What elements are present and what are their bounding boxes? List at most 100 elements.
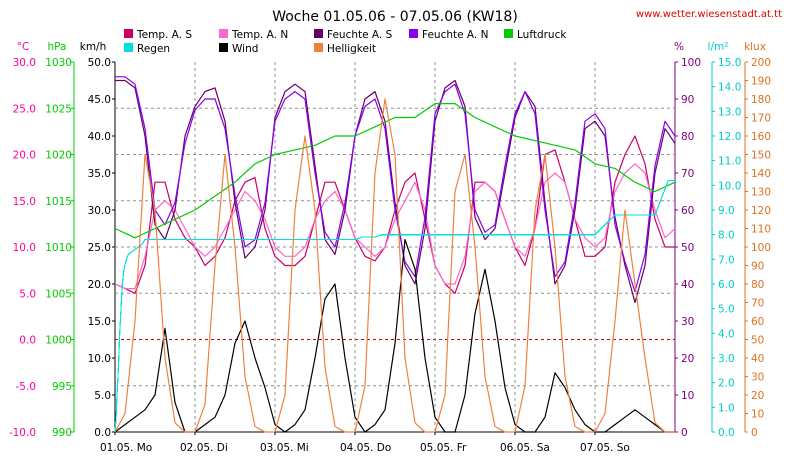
x-label: 01.05. Mo <box>100 442 152 454</box>
series-regen <box>114 179 675 433</box>
legend-label: Feuchte A. N <box>422 29 488 41</box>
tick-rain: 14.0 <box>718 82 741 94</box>
legend-swatch <box>219 29 228 38</box>
axes: °C 30.0 25.0 20.0 15.0 10.0 5.0 0.0 -5.0 -10.0 hPa… <box>9 41 771 439</box>
series-luftdruck <box>114 102 676 239</box>
tick-wind: 0.0 <box>94 427 111 439</box>
tick-lux: 50 <box>751 335 764 347</box>
tick-lux: 180 <box>751 94 771 106</box>
tick-lux: 140 <box>751 168 771 180</box>
series-feuchte-a-s <box>115 79 676 304</box>
tick-press: 1000 <box>45 335 72 347</box>
legend-swatch <box>219 43 228 52</box>
axis-unit-temp: °C <box>17 41 30 53</box>
tick-lux: 80 <box>751 279 764 291</box>
series-wind <box>114 239 675 433</box>
legend-swatch <box>409 29 418 38</box>
tick-lux: 90 <box>751 261 764 273</box>
tick-press: 1025 <box>45 103 72 115</box>
tick-press: 1015 <box>45 196 72 208</box>
tick-press: 1030 <box>45 57 72 69</box>
tick-lux: 120 <box>751 205 771 217</box>
tick-lux: 190 <box>751 76 771 88</box>
legend: Temp. A. S Temp. A. N Feuchte A. S Feuchte … <box>124 29 567 55</box>
tick-temp: 20.0 <box>13 150 36 162</box>
chart-title: Woche 01.05.06 - 07.05.06 (KW18) <box>272 9 518 25</box>
tick-wind: 50.0 <box>88 57 111 69</box>
axis-unit-press: hPa <box>48 41 67 53</box>
axis-unit-wind: km/h <box>80 41 107 53</box>
tick-wind: 5.0 <box>94 390 111 402</box>
x-label: 06.05. Sa <box>500 442 550 454</box>
tick-lux: 110 <box>751 224 771 236</box>
tick-temp: 15.0 <box>13 196 36 208</box>
tick-lux: 150 <box>751 150 771 162</box>
tick-hum: 0 <box>681 427 688 439</box>
tick-rain: 5.0 <box>718 304 735 316</box>
tick-hum: 50 <box>681 242 694 254</box>
tick-rain: 8.0 <box>718 230 735 242</box>
tick-hum: 60 <box>681 205 694 217</box>
legend-swatch <box>314 29 323 38</box>
tick-temp: 30.0 <box>13 57 36 69</box>
tick-hum: 80 <box>681 131 694 143</box>
legend-label: Regen <box>137 43 170 55</box>
tick-temp: 10.0 <box>13 242 36 254</box>
tick-rain: 15.0 <box>718 57 741 69</box>
tick-hum: 70 <box>681 168 694 180</box>
tick-hum: 10 <box>681 390 694 402</box>
legend-label: Helligkeit <box>327 43 376 55</box>
tick-lux: 200 <box>751 57 771 69</box>
plot-area <box>114 76 676 433</box>
tick-press: 1005 <box>45 288 72 300</box>
tick-wind: 25.0 <box>88 242 111 254</box>
legend-label: Temp. A. N <box>231 29 288 41</box>
tick-press: 1010 <box>45 242 72 254</box>
legend-swatch <box>124 29 133 38</box>
tick-press: 1020 <box>45 150 72 162</box>
tick-lux: 60 <box>751 316 764 328</box>
tick-lux: 40 <box>751 353 764 365</box>
legend-label: Luftdruck <box>517 29 567 41</box>
legend-label: Feuchte A. S <box>327 29 393 41</box>
tick-rain: 7.0 <box>718 254 735 266</box>
x-label: 04.05. Do <box>340 442 391 454</box>
series-feuchte-a-n <box>115 76 676 292</box>
tick-wind: 40.0 <box>88 131 111 143</box>
x-label: 05.05. Fr <box>420 442 467 454</box>
tick-hum: 20 <box>681 353 694 365</box>
tick-rain: 11.0 <box>718 156 741 168</box>
tick-rain: 13.0 <box>718 106 741 118</box>
tick-temp: -5.0 <box>16 381 37 393</box>
legend-swatch <box>314 43 323 52</box>
tick-press: 990 <box>52 427 72 439</box>
tick-hum: 30 <box>681 316 694 328</box>
tick-wind: 35.0 <box>88 168 111 180</box>
tick-temp: 0.0 <box>19 335 36 347</box>
tick-lux: 160 <box>751 131 771 143</box>
tick-temp: 5.0 <box>19 288 36 300</box>
x-axis-labels: 01.05. Mo 02.05. Di 03.05. Mi 04.05. Do 05.0… <box>100 432 630 454</box>
tick-rain: 4.0 <box>718 328 735 340</box>
legend-swatch <box>504 29 513 38</box>
tick-rain: 0.0 <box>718 427 735 439</box>
tick-lux: 170 <box>751 113 771 125</box>
tick-lux: 130 <box>751 187 771 199</box>
tick-rain: 6.0 <box>718 279 735 291</box>
x-label: 07.05. So <box>580 442 630 454</box>
tick-rain: 3.0 <box>718 353 735 365</box>
tick-rain: 9.0 <box>718 205 735 217</box>
axis-unit-rain: l/m² <box>708 41 729 53</box>
tick-lux: 10 <box>751 409 764 421</box>
tick-wind: 15.0 <box>88 316 111 328</box>
legend-swatch <box>124 43 133 52</box>
tick-lux: 0 <box>751 427 758 439</box>
tick-rain: 12.0 <box>718 131 741 143</box>
source-url: www.wetter.wiesenstadt.at.tt <box>636 9 782 20</box>
tick-rain: 10.0 <box>718 180 741 192</box>
x-label: 02.05. Di <box>180 442 228 454</box>
x-label: 03.05. Mi <box>260 442 309 454</box>
tick-temp: 25.0 <box>13 103 36 115</box>
tick-lux: 20 <box>751 390 764 402</box>
